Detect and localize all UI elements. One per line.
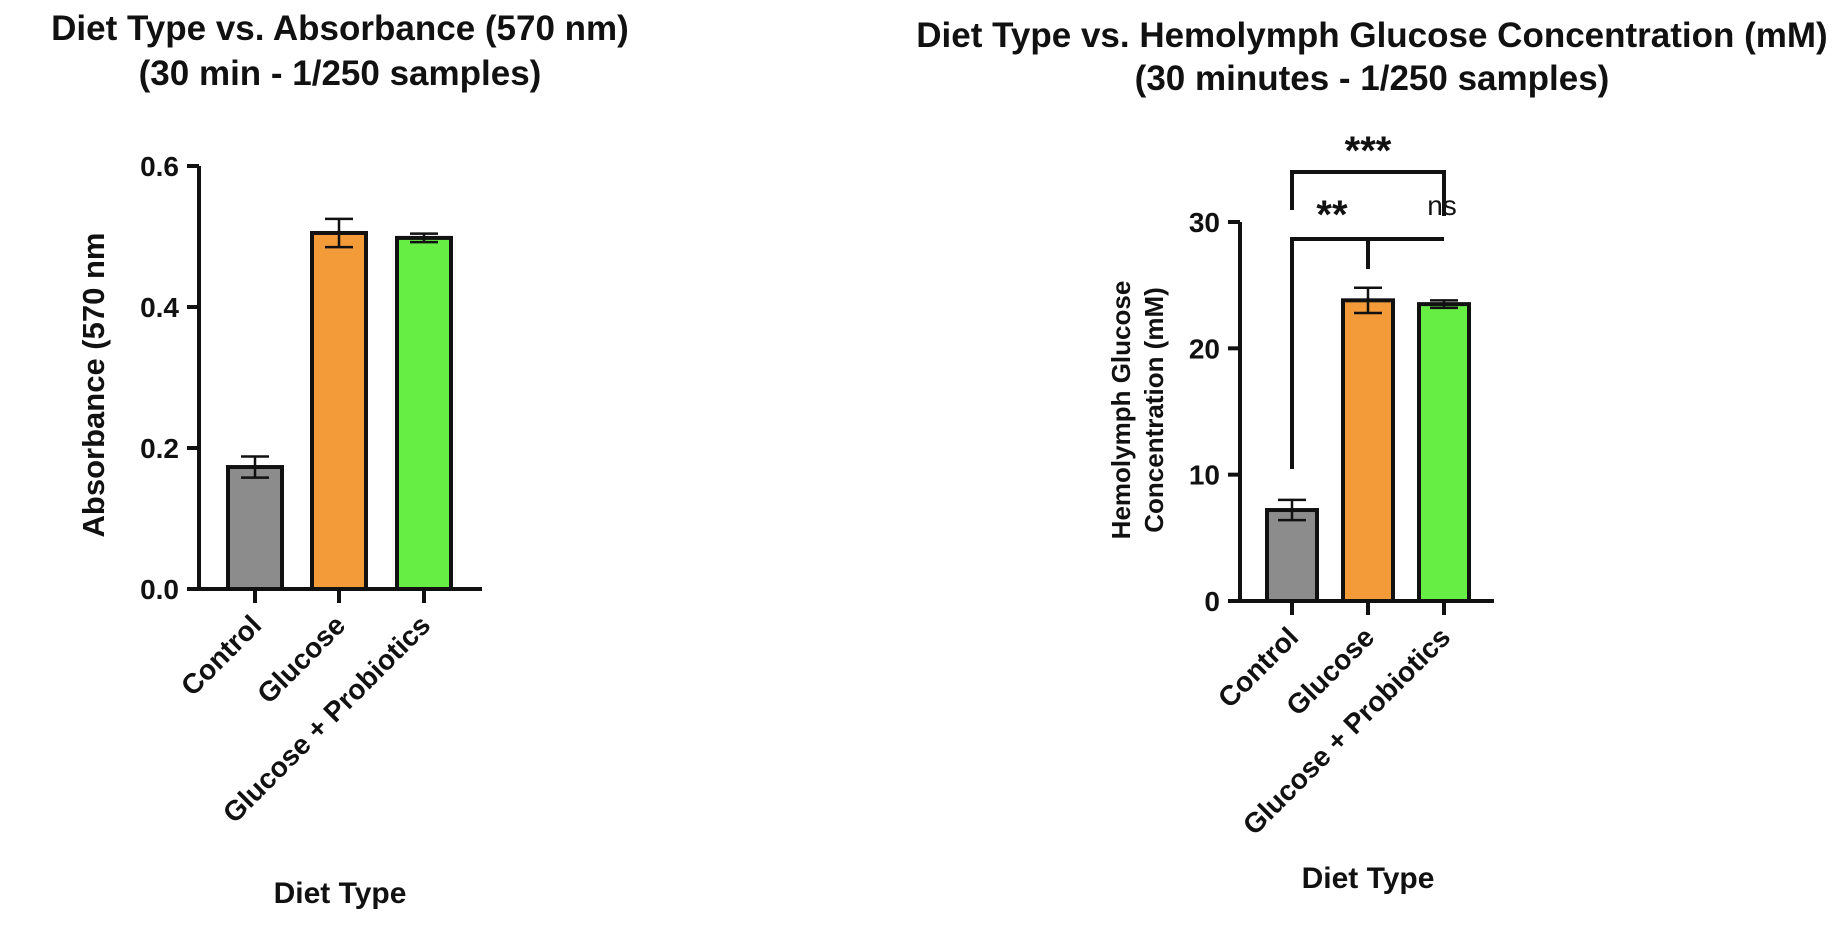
significance-label: *** — [1345, 129, 1392, 173]
chart-right-title: Diet Type vs. Hemolymph Glucose Concentr… — [916, 16, 1827, 55]
chart-left-title: Diet Type vs. Absorbance (570 nm) — [51, 9, 629, 48]
chart-left-subtitle: (30 min - 1/250 samples) — [139, 54, 542, 93]
right-bar — [1341, 298, 1395, 603]
left-bar — [395, 235, 453, 591]
left-y-tick-label: 0.2 — [140, 433, 179, 464]
glucose-concentration-chart: Diet Type vs. Hemolymph Glucose Concentr… — [916, 16, 1827, 895]
left-y-tick-label: 0.4 — [140, 292, 179, 323]
significance-label: ** — [1316, 193, 1348, 237]
right-y-tick-label: 10 — [1189, 460, 1220, 491]
right-y-tick-label: 30 — [1189, 207, 1220, 238]
right-y-tick-label: 0 — [1204, 586, 1220, 617]
significance-bracket — [1290, 237, 1370, 469]
left-y-tick-label: 0.0 — [140, 574, 179, 605]
chart-right-ylabel-line1: Hemolymph Glucose — [1106, 281, 1136, 540]
absorbance-chart: Diet Type vs. Absorbance (570 nm) (30 mi… — [51, 9, 629, 910]
chart-right-ylabel-line2: Concentration (mM) — [1139, 287, 1169, 533]
chart-right-subtitle: (30 minutes - 1/250 samples) — [1135, 59, 1610, 98]
left-y-tick-label: 0.6 — [140, 151, 179, 182]
right-bar — [1265, 508, 1319, 604]
significance-label: ns — [1427, 190, 1457, 221]
significance-bracket — [1290, 170, 1446, 216]
right-y-tick-label: 20 — [1189, 333, 1220, 364]
left-bar — [226, 465, 284, 591]
chart-left-ylabel: Absorbance (570 nm — [76, 233, 111, 538]
chart-right-xlabel: Diet Type — [1302, 862, 1435, 895]
right-bar — [1417, 302, 1471, 603]
chart-left-xlabel: Diet Type — [274, 877, 407, 910]
left-bar — [310, 230, 368, 591]
